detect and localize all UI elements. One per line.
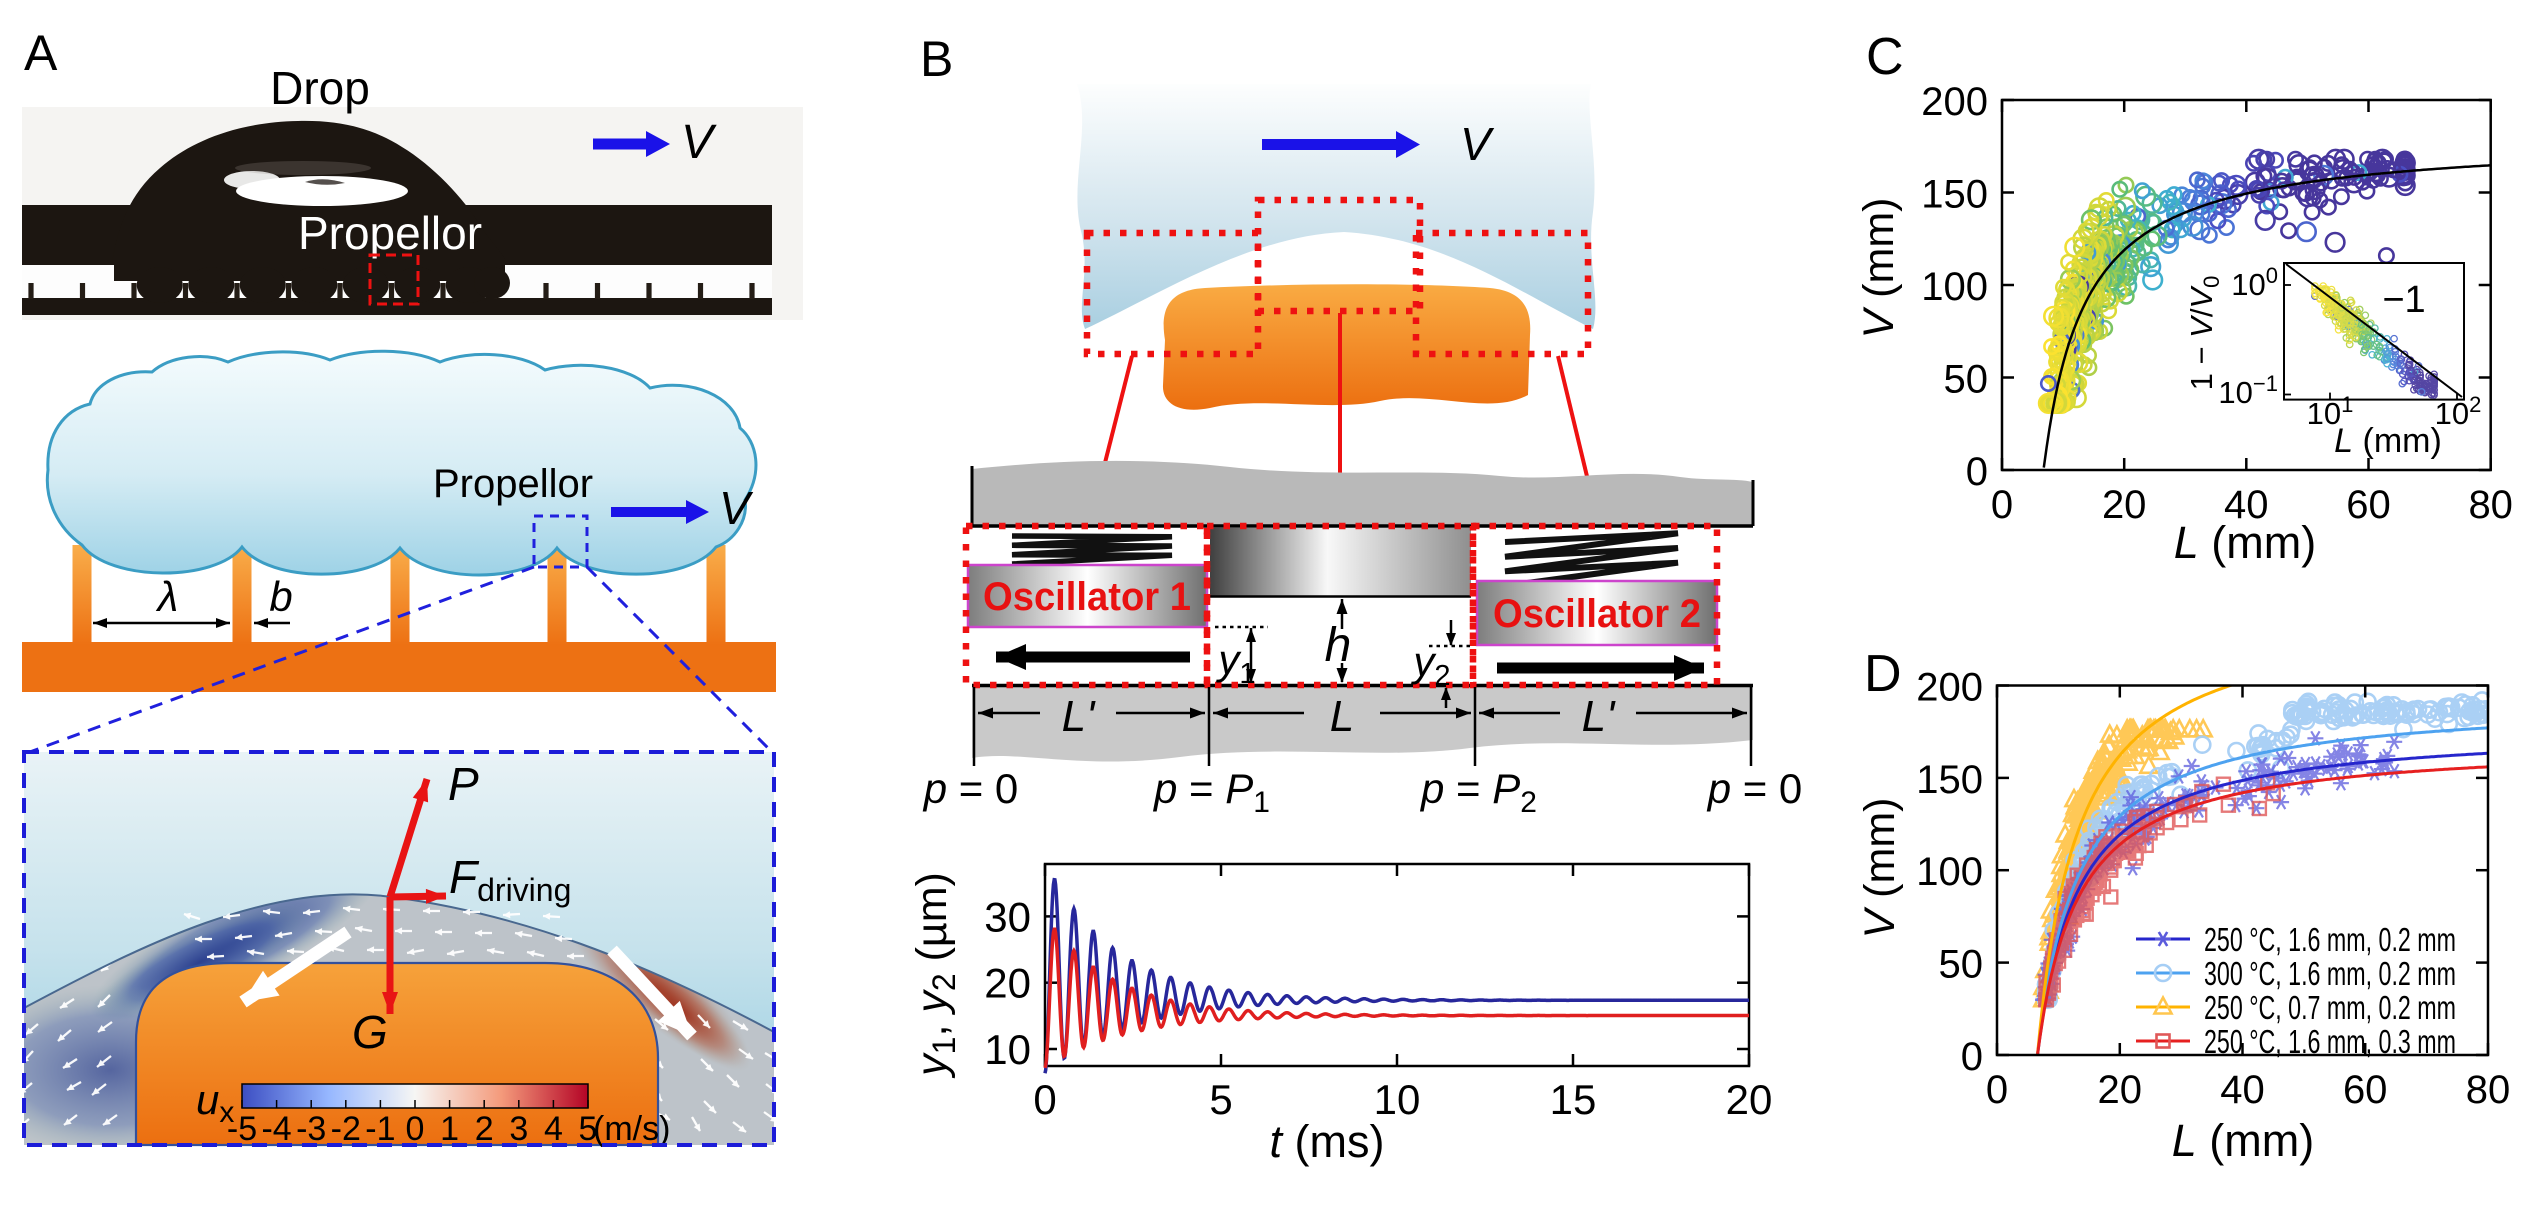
svg-text:-3: -3 (296, 1110, 326, 1148)
svg-text:50: 50 (1944, 358, 1989, 402)
svg-text:150: 150 (1916, 758, 1983, 802)
svg-text:0: 0 (1033, 1076, 1056, 1123)
svg-text:Oscillator 2: Oscillator 2 (1493, 592, 1701, 636)
svg-text:h: h (1325, 619, 1352, 672)
svg-text:5: 5 (1209, 1076, 1232, 1123)
svg-text:L (mm): L (mm) (2334, 422, 2442, 460)
svg-text:100: 100 (2231, 263, 2278, 302)
svg-text:0: 0 (1961, 1035, 1983, 1079)
svg-text:3: 3 (509, 1110, 528, 1148)
svg-text:L': L' (1582, 692, 1616, 741)
svg-text:Propellor: Propellor (298, 207, 482, 259)
svg-text:5: 5 (579, 1110, 598, 1148)
svg-text:100: 100 (1916, 850, 1983, 894)
svg-text:200: 200 (1921, 80, 1988, 124)
svg-text:30: 30 (984, 893, 1031, 940)
svg-text:300 °C, 1.6 mm, 0.2 mm: 300 °C, 1.6 mm, 0.2 mm (2204, 955, 2456, 992)
svg-text:Drop: Drop (270, 62, 370, 114)
svg-text:0: 0 (1966, 450, 1988, 494)
svg-text:-1: -1 (365, 1110, 395, 1148)
svg-text:250 °C, 1.6 mm, 0.2 mm: 250 °C, 1.6 mm, 0.2 mm (2204, 921, 2456, 958)
svg-text:50: 50 (1939, 943, 1984, 987)
svg-text:C: C (1866, 28, 1904, 86)
svg-text:p = 0: p = 0 (922, 765, 1019, 812)
svg-text:20: 20 (2098, 1068, 2143, 1112)
svg-text:A: A (24, 25, 58, 81)
svg-text:0: 0 (406, 1110, 425, 1148)
svg-text:200: 200 (1916, 666, 1983, 710)
svg-text:0: 0 (1991, 483, 2013, 527)
svg-text:Propellor: Propellor (433, 462, 593, 506)
svg-text:101: 101 (2307, 392, 2354, 431)
svg-text:60: 60 (2346, 483, 2391, 527)
svg-text:0: 0 (1986, 1068, 2008, 1112)
svg-text:-5: -5 (227, 1110, 257, 1148)
svg-text:B: B (920, 31, 953, 87)
svg-text:(m/s): (m/s) (593, 1110, 670, 1148)
svg-text:−1: −1 (2382, 279, 2425, 321)
svg-text:D: D (1864, 645, 1902, 703)
svg-text:L: L (1330, 692, 1354, 741)
svg-text:t (ms): t (ms) (1270, 1116, 1385, 1167)
svg-text:L': L' (1062, 692, 1096, 741)
svg-text:V: V (1460, 118, 1495, 170)
svg-text:15: 15 (1550, 1076, 1597, 1123)
svg-text:p = P1: p = P1 (1152, 765, 1270, 819)
svg-text:10: 10 (1374, 1076, 1421, 1123)
svg-text:60: 60 (2343, 1068, 2388, 1112)
svg-text:L (mm): L (mm) (2174, 517, 2316, 568)
svg-text:2: 2 (475, 1110, 494, 1148)
svg-text:40: 40 (2224, 483, 2269, 527)
svg-text:4: 4 (544, 1110, 563, 1148)
svg-text:G: G (352, 1006, 388, 1058)
svg-text:150: 150 (1921, 173, 1988, 217)
svg-text:250 °C, 1.6 mm, 0.3 mm: 250 °C, 1.6 mm, 0.3 mm (2204, 1023, 2456, 1060)
svg-text:b: b (269, 573, 292, 620)
svg-text:10: 10 (984, 1026, 1031, 1073)
svg-text:P: P (448, 758, 479, 810)
svg-text:p = P2: p = P2 (1419, 765, 1537, 819)
svg-text:y1, y2 (µm): y1, y2 (µm) (908, 872, 962, 1079)
svg-text:20: 20 (984, 960, 1031, 1007)
svg-text:V: V (719, 482, 754, 534)
svg-text:-4: -4 (261, 1110, 291, 1148)
svg-text:40: 40 (2220, 1068, 2265, 1112)
svg-text:V: V (681, 116, 717, 169)
svg-text:p = 0: p = 0 (1706, 765, 1803, 812)
svg-text:Oscillator 1: Oscillator 1 (983, 575, 1191, 619)
svg-text:V (mm): V (mm) (1855, 198, 1903, 339)
svg-text:λ: λ (156, 573, 179, 620)
svg-text:1 − V/V0: 1 − V/V0 (2184, 276, 2224, 391)
svg-text:250 °C, 0.7 mm, 0.2 mm: 250 °C, 0.7 mm, 0.2 mm (2204, 989, 2456, 1026)
svg-text:102: 102 (2435, 392, 2482, 431)
svg-text:20: 20 (2102, 483, 2147, 527)
svg-text:1: 1 (440, 1110, 459, 1148)
svg-text:L (mm): L (mm) (2172, 1115, 2314, 1166)
svg-text:-2: -2 (331, 1110, 361, 1148)
svg-text:80: 80 (2466, 1068, 2511, 1112)
svg-text:80: 80 (2468, 483, 2513, 527)
svg-text:20: 20 (1726, 1076, 1773, 1123)
svg-text:100: 100 (1921, 265, 1988, 309)
svg-text:V (mm): V (mm) (1856, 798, 1904, 939)
